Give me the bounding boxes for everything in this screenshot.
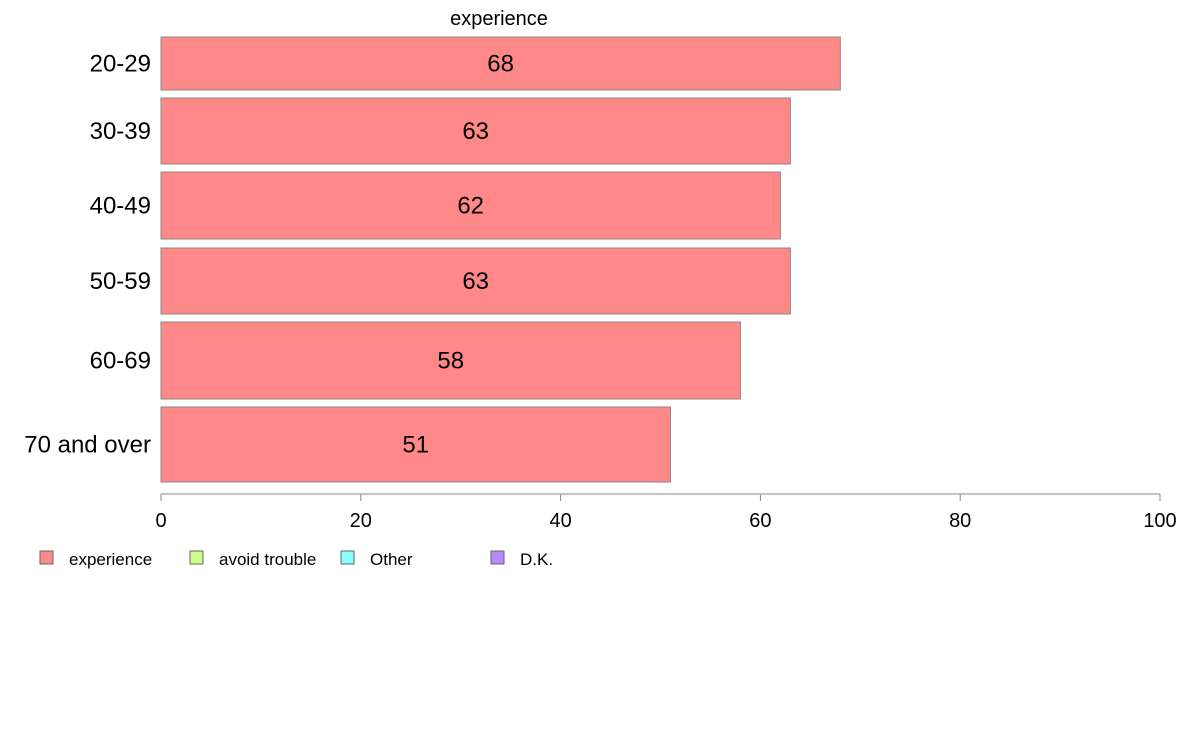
bar-40-49 — [160, 171, 781, 240]
bar-labels-layer: 68 63 62 63 58 51 — [402, 51, 514, 459]
bar-20-29 — [160, 36, 841, 91]
bar-60-69 — [160, 321, 741, 400]
legend-label: avoid trouble — [219, 550, 316, 569]
x-axis-tick-label: 20 — [350, 510, 372, 532]
y-axis-label: 30-39 — [90, 118, 151, 145]
bar-value-label: 51 — [402, 432, 429, 459]
x-axis-tick-label: 80 — [949, 510, 971, 532]
legend: experience avoid trouble Other D.K. — [39, 550, 553, 569]
bar-value-label: 63 — [462, 118, 489, 145]
bar-70-and-over — [160, 406, 671, 483]
y-axis-label: 50-59 — [90, 268, 151, 295]
y-axis-label: 60-69 — [90, 348, 151, 375]
x-axis-tick-label: 60 — [749, 510, 771, 532]
legend-swatch — [39, 550, 54, 565]
bar-value-label: 58 — [437, 348, 464, 375]
x-axis-tick-label: 100 — [1143, 510, 1176, 532]
bar-50-59 — [160, 247, 791, 315]
legend-swatch — [340, 550, 355, 565]
bars-layer — [160, 36, 841, 483]
x-axis: 0 20 40 60 80 100 — [155, 493, 1177, 532]
legend-label: Other — [370, 550, 413, 569]
y-axis-label: 20-29 — [90, 51, 151, 78]
legend-label: experience — [69, 550, 152, 569]
legend-swatch — [490, 550, 505, 565]
bar-value-label: 63 — [462, 268, 489, 295]
chart-title: experience — [450, 8, 548, 30]
legend-swatch — [189, 550, 204, 565]
x-axis-tick-label: 0 — [155, 510, 166, 532]
y-axis-label: 40-49 — [90, 193, 151, 220]
y-axis-labels: 20-29 30-39 40-49 50-59 60-69 70 and over — [24, 51, 151, 459]
bar-value-label: 62 — [457, 193, 484, 220]
bar-value-label: 68 — [487, 51, 514, 78]
legend-label: D.K. — [520, 550, 553, 569]
x-axis-tick-label: 40 — [549, 510, 571, 532]
y-axis-label: 70 and over — [24, 432, 151, 459]
bar-30-39 — [160, 97, 791, 165]
